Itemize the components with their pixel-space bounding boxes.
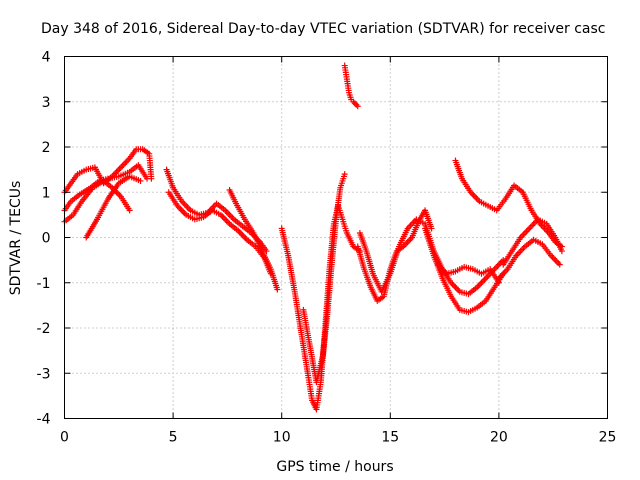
series-arc-d — [83, 173, 144, 241]
chart-title: Day 348 of 2016, Sidereal Day-to-day VTE… — [41, 21, 605, 37]
data-point — [341, 171, 348, 178]
data-point — [556, 261, 563, 268]
y-tick-label: 3 — [42, 95, 51, 111]
series-arc-h — [278, 202, 363, 413]
x-axis-label: GPS time / hours — [276, 459, 393, 475]
y-tick-label: 4 — [42, 50, 51, 66]
x-tick-label: 0 — [60, 430, 69, 446]
series-arc-p — [452, 157, 565, 250]
series-arc-q — [500, 216, 565, 268]
series-arc-o — [435, 261, 502, 286]
data-point — [137, 177, 144, 184]
y-tick-label: 1 — [42, 185, 51, 201]
x-tick-label: 25 — [599, 430, 617, 446]
series-arc-i — [300, 171, 348, 386]
data-point — [144, 175, 151, 182]
y-tick-label: -1 — [37, 276, 51, 292]
y-tick-label: -2 — [37, 321, 51, 337]
series-arc-g — [226, 186, 281, 293]
series-arc-r — [495, 236, 563, 282]
x-tick-label: 20 — [490, 430, 508, 446]
plot-frame — [64, 56, 608, 419]
data-point — [558, 248, 565, 255]
y-tick-label: 2 — [42, 140, 51, 156]
data-point — [428, 225, 435, 232]
y-tick-label: -3 — [37, 366, 51, 382]
data-point — [126, 207, 133, 214]
series-arc-e — [163, 166, 270, 255]
grid — [64, 56, 608, 419]
series-arc-a — [61, 146, 155, 196]
data-point — [274, 286, 281, 293]
data-marks — [61, 62, 565, 413]
x-tick-label: 10 — [273, 430, 291, 446]
y-tick-label: 0 — [42, 231, 51, 247]
x-tick-label: 15 — [381, 430, 399, 446]
data-point — [354, 103, 361, 110]
y-axis-label: SDTVAR / TECUs — [8, 181, 24, 296]
series-arc-j — [341, 62, 361, 110]
ticks: 0 5 10 15 20 25 -4 -3 -2 -1 0 1 2 3 4 — [37, 50, 617, 446]
x-tick-label: 5 — [169, 430, 178, 446]
y-tick-label: -4 — [37, 412, 51, 428]
series-arc-c — [61, 177, 133, 225]
